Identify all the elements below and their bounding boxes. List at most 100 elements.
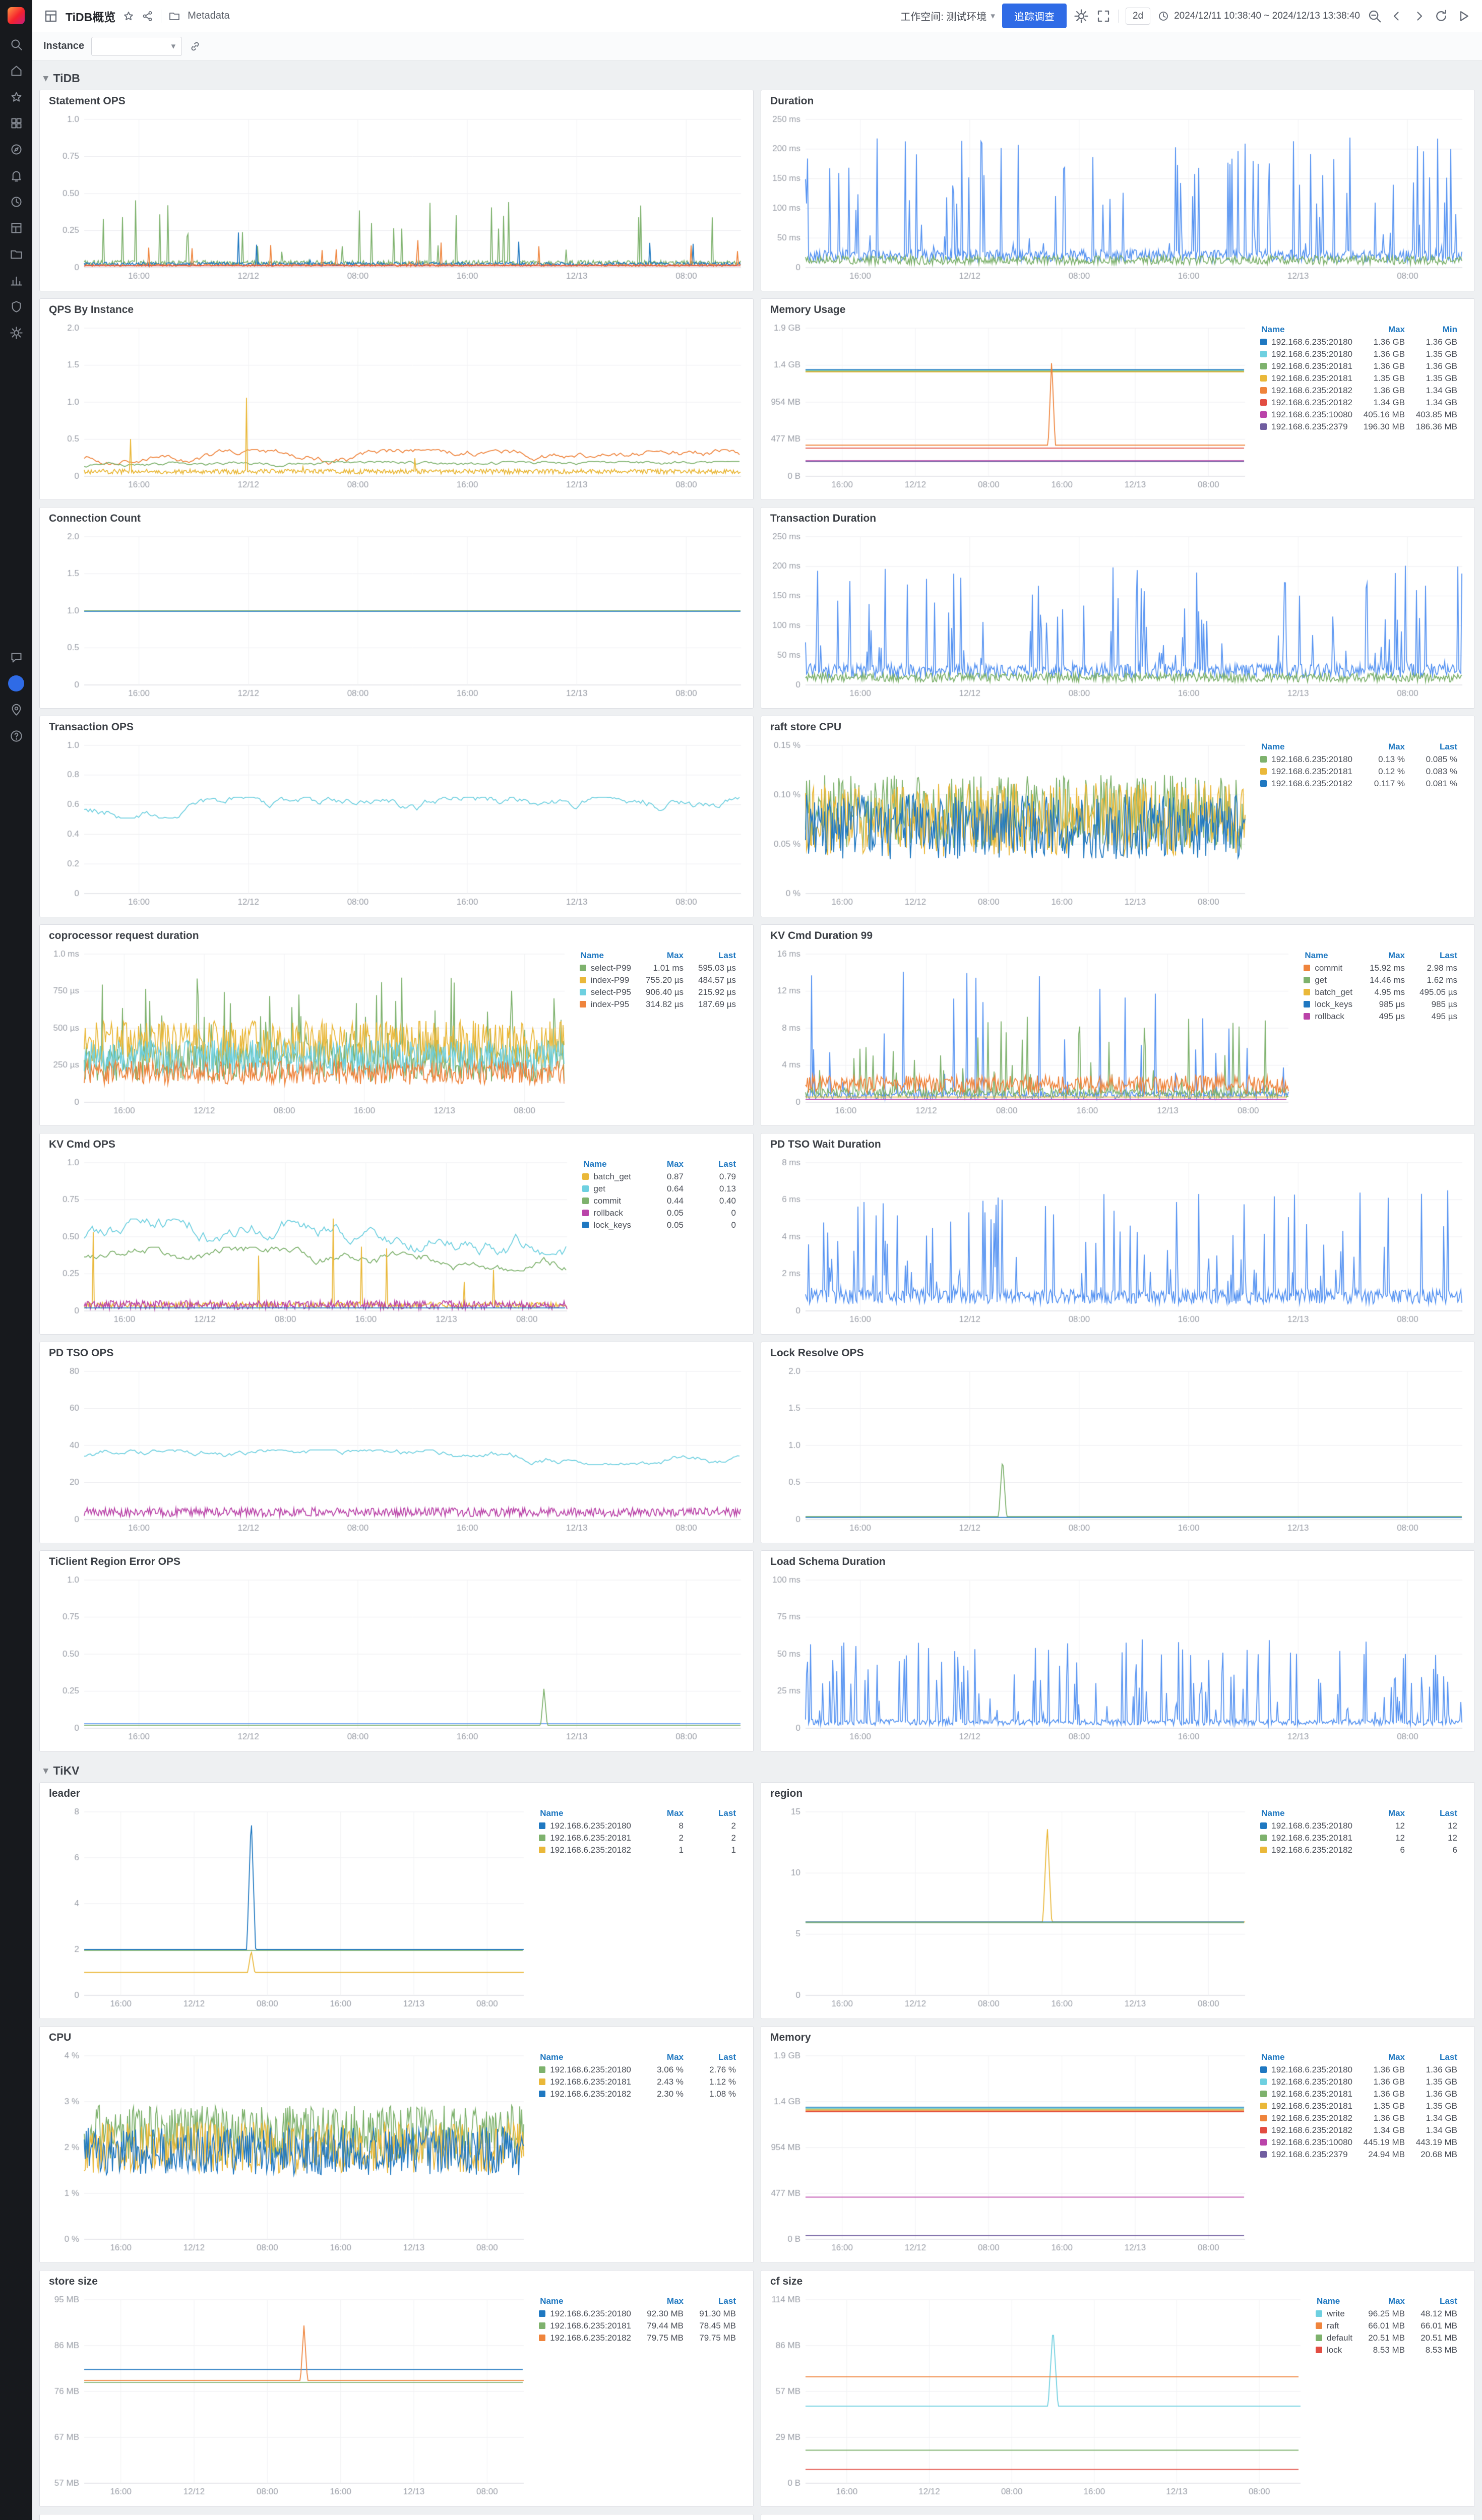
sidebar-item-app-logo[interactable] — [0, 0, 32, 31]
legend-row[interactable]: 192.168.6.235:20181 12 12 — [1255, 1832, 1462, 1844]
time-range-picker[interactable]: 2024/12/11 10:38:40 ~ 2024/12/13 13:38:4… — [1157, 10, 1360, 22]
legend-row[interactable]: batch_get 0.87 0.79 — [577, 1171, 741, 1183]
legend-row[interactable]: 192.168.6.235:2379 196.30 MB 186.36 MB — [1255, 421, 1462, 433]
legend-col-name[interactable]: Name — [580, 951, 604, 960]
legend-row[interactable]: 192.168.6.235:20181 79.44 MB 78.45 MB — [534, 2320, 741, 2332]
refresh-icon[interactable] — [1434, 9, 1449, 24]
sidebar-item-messages[interactable] — [0, 644, 32, 670]
panel-title[interactable]: coprocessor executor count — [761, 2514, 1474, 2520]
legend-col-name[interactable]: Name — [1261, 742, 1285, 751]
sidebar-item-alerts[interactable] — [0, 162, 32, 188]
legend-row[interactable]: 192.168.6.235:20181 1.35 GB 1.35 GB — [1255, 372, 1462, 385]
legend-row[interactable]: 192.168.6.235:20180 92.30 MB 91.30 MB — [534, 2308, 741, 2320]
legend-row[interactable]: default 20.51 MB 20.51 MB — [1311, 2332, 1462, 2344]
legend-col-max[interactable]: Max — [1388, 2296, 1405, 2306]
legend-col-last[interactable]: Last — [718, 2052, 736, 2062]
legend-row[interactable]: 192.168.6.235:20180 8 2 — [534, 1820, 741, 1832]
trace-button[interactable]: 追踪调查 — [1002, 4, 1067, 28]
fullscreen-icon[interactable] — [1096, 9, 1111, 24]
section-tidb[interactable]: ▾ TiDB — [39, 67, 1475, 90]
legend-row[interactable]: raft 66.01 MB 66.01 MB — [1311, 2320, 1462, 2332]
legend-row[interactable]: 192.168.6.235:20182 6 6 — [1255, 1844, 1462, 1856]
legend-row[interactable]: 192.168.6.235:20180 0.13 % 0.085 % — [1255, 753, 1462, 766]
instance-select[interactable]: ▾ — [91, 36, 182, 56]
panel-title[interactable]: coprocessor request duration — [49, 930, 199, 941]
chart-canvas[interactable] — [763, 2293, 1309, 2502]
sidebar-item-home[interactable] — [0, 57, 32, 84]
panel-title[interactable]: PD TSO OPS — [49, 1347, 114, 1359]
panel-title[interactable]: raft store CPU — [770, 721, 842, 733]
legend-col-last[interactable]: Last — [718, 1808, 736, 1818]
legend-col-last[interactable]: Last — [1440, 2052, 1457, 2062]
legend-col-max[interactable]: Max — [1388, 951, 1405, 960]
legend-row[interactable]: get 14.46 ms 1.62 ms — [1299, 974, 1462, 986]
legend-row[interactable]: 192.168.6.235:10080 405.16 MB 403.85 MB — [1255, 409, 1462, 421]
panel-title[interactable]: Statement OPS — [49, 95, 126, 107]
sidebar-item-pinned[interactable] — [0, 697, 32, 723]
legend-row[interactable]: 192.168.6.235:20182 1.36 GB 1.34 GB — [1255, 385, 1462, 397]
legend-row[interactable]: lock_keys 985 µs 985 µs — [1299, 998, 1462, 1011]
legend-row[interactable]: lock_keys 0.05 0 — [577, 1219, 741, 1231]
legend-col-last[interactable]: Last — [1440, 742, 1457, 751]
legend-col-last[interactable]: Last — [718, 2296, 736, 2306]
legend-row[interactable]: 192.168.6.235:20181 0.12 % 0.083 % — [1255, 766, 1462, 778]
legend-row[interactable]: index-P99 755.20 µs 484.57 µs — [575, 974, 741, 986]
legend-row[interactable]: 192.168.6.235:20182 1 1 — [534, 1844, 741, 1856]
legend-row[interactable]: 192.168.6.235:20180 1.36 GB 1.35 GB — [1255, 348, 1462, 360]
sidebar-item-explore[interactable] — [0, 136, 32, 162]
panel-title[interactable]: Memory Usage — [770, 304, 846, 316]
panel-title[interactable]: KV Cmd Duration 99 — [770, 930, 873, 941]
chart-canvas[interactable] — [763, 1805, 1254, 2014]
legend-col-name[interactable]: Name — [540, 2296, 564, 2306]
dashboard-icon[interactable] — [43, 9, 58, 24]
chevron-right-icon[interactable] — [1411, 9, 1427, 24]
legend-col-name[interactable]: Name — [540, 1808, 564, 1818]
legend-row[interactable]: 192.168.6.235:20181 1.35 GB 1.35 GB — [1255, 2100, 1462, 2112]
panel-title[interactable]: KV Cmd OPS — [49, 1139, 115, 1150]
legend-col-last[interactable]: Last — [1440, 1808, 1457, 1818]
panel-title[interactable]: Transaction Duration — [770, 513, 877, 524]
chart-canvas[interactable] — [42, 112, 749, 287]
legend-col-max[interactable]: Max — [1388, 2052, 1405, 2062]
legend-col-name[interactable]: Name — [1305, 951, 1328, 960]
chart-canvas[interactable] — [763, 1573, 1470, 1747]
legend-row[interactable]: 192.168.6.235:20180 1.36 GB 1.35 GB — [1255, 2076, 1462, 2088]
sidebar-item-history[interactable] — [0, 188, 32, 215]
legend-col-last[interactable]: Last — [1440, 2296, 1457, 2306]
legend-row[interactable]: 192.168.6.235:20181 2.43 % 1.12 % — [534, 2076, 741, 2088]
legend-row[interactable]: lock 8.53 MB 8.53 MB — [1311, 2344, 1462, 2356]
legend-col-name[interactable]: Name — [1261, 1808, 1285, 1818]
legend-row[interactable]: batch_get 4.95 ms 495.05 µs — [1299, 986, 1462, 998]
legend-col-last[interactable]: Last — [718, 951, 736, 960]
chart-canvas[interactable] — [763, 947, 1297, 1121]
sidebar-item-help[interactable] — [0, 723, 32, 749]
legend-col-name[interactable]: Name — [1261, 325, 1285, 334]
legend-row[interactable]: 192.168.6.235:20180 1.36 GB 1.36 GB — [1255, 2064, 1462, 2076]
sidebar-item-starred[interactable] — [0, 84, 32, 110]
legend-row[interactable]: 192.168.6.235:20181 1.36 GB 1.36 GB — [1255, 360, 1462, 372]
chart-canvas[interactable] — [763, 112, 1470, 287]
legend-row[interactable]: 192.168.6.235:20181 1.36 GB 1.36 GB — [1255, 2088, 1462, 2100]
chart-canvas[interactable] — [42, 1805, 532, 2014]
legend-row[interactable]: 192.168.6.235:20180 12 12 — [1255, 1820, 1462, 1832]
legend-col-max[interactable]: Max — [666, 2052, 684, 2062]
legend-col-max[interactable]: Max — [666, 1159, 684, 1169]
sidebar-item-folders[interactable] — [0, 241, 32, 267]
legend-col-name[interactable]: Name — [1261, 2052, 1285, 2062]
panel-title[interactable]: Connection Count — [49, 513, 141, 524]
legend-row[interactable]: select-P99 1.01 ms 595.03 µs — [575, 962, 741, 974]
panel-title[interactable]: TiClient Region Error OPS — [49, 1556, 180, 1567]
chart-canvas[interactable] — [763, 1364, 1470, 1539]
panel-title[interactable]: store size — [49, 2276, 98, 2287]
legend-col-max[interactable]: Max — [1388, 742, 1405, 751]
sidebar-item-profile[interactable] — [0, 670, 32, 697]
legend-col-max[interactable]: Max — [1388, 1808, 1405, 1818]
legend-row[interactable]: select-P95 906.40 µs 215.92 µs — [575, 986, 741, 998]
legend-col-max[interactable]: Max — [666, 951, 684, 960]
panel-title[interactable]: scheduler pending commands — [40, 2514, 753, 2520]
folder-name[interactable]: Metadata — [188, 10, 230, 21]
sidebar-item-search[interactable] — [0, 31, 32, 57]
legend-col-name[interactable]: Name — [540, 2052, 564, 2062]
panel-title[interactable]: cf size — [770, 2276, 803, 2287]
chart-canvas[interactable] — [763, 2049, 1254, 2258]
